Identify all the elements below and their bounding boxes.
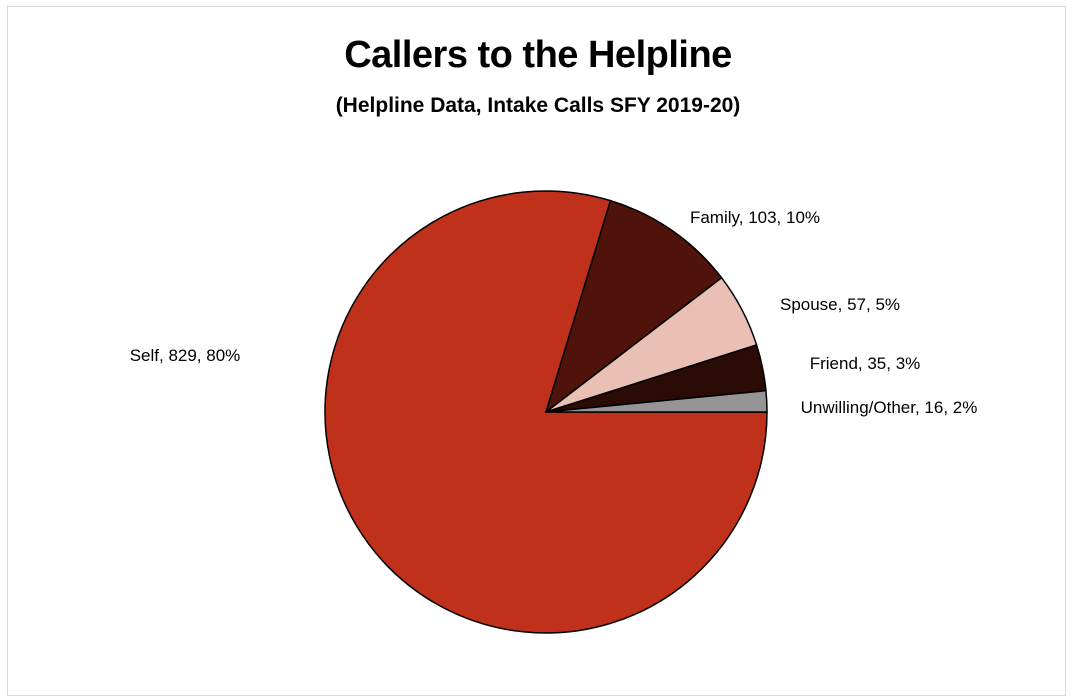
chart-subtitle: (Helpline Data, Intake Calls SFY 2019-20… [335,94,741,117]
data-label-spouse: Spouse, 57, 5% [780,295,900,314]
chart-title: Callers to the Helpline [344,34,732,76]
pie-slice-family [545,199,723,413]
data-label-friend: Friend, 35, 3% [810,354,921,373]
data-label-unwilling-other: Unwilling/Other, 16, 2% [801,398,978,417]
pie-slice-unwilling-other [545,389,768,413]
data-label-family: Family, 103, 10% [690,208,820,227]
data-label-self: Self, 829, 80% [130,346,241,365]
